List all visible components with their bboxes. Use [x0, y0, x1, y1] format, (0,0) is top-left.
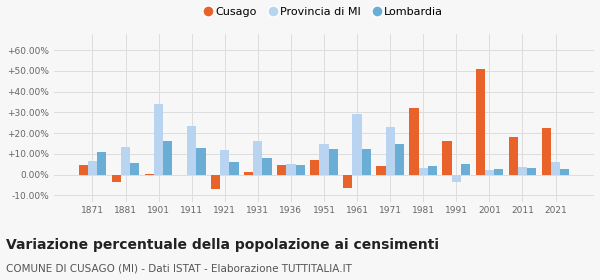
Bar [461, 164, 470, 175]
Bar [196, 148, 206, 175]
Bar [296, 165, 305, 175]
Bar [253, 141, 262, 175]
Bar [476, 69, 485, 175]
Bar [112, 175, 121, 182]
Bar [310, 160, 319, 175]
Bar [286, 164, 296, 175]
Bar [244, 172, 253, 175]
Bar [376, 166, 386, 175]
Bar [527, 168, 536, 175]
Bar [88, 161, 97, 175]
Bar [551, 162, 560, 175]
Bar [262, 158, 272, 175]
Bar [395, 144, 404, 175]
Text: Variazione percentuale della popolazione ai censimenti: Variazione percentuale della popolazione… [6, 238, 439, 252]
Bar [329, 149, 338, 175]
Bar [97, 152, 106, 175]
Bar [509, 137, 518, 175]
Bar [494, 169, 503, 175]
Bar [542, 128, 551, 175]
Bar [163, 141, 172, 175]
Bar [428, 166, 437, 175]
Bar [409, 108, 419, 175]
Bar [386, 127, 395, 175]
Bar [442, 141, 452, 175]
Bar [343, 175, 352, 188]
Bar [419, 168, 428, 175]
Bar [518, 167, 527, 175]
Bar [220, 150, 229, 175]
Bar [79, 165, 88, 175]
Bar [145, 174, 154, 175]
Bar [277, 165, 286, 175]
Bar [229, 162, 239, 175]
Bar [130, 163, 139, 175]
Bar [560, 169, 569, 175]
Text: COMUNE DI CUSAGO (MI) - Dati ISTAT - Elaborazione TUTTITALIA.IT: COMUNE DI CUSAGO (MI) - Dati ISTAT - Ela… [6, 263, 352, 273]
Bar [211, 175, 220, 189]
Bar [352, 115, 362, 175]
Bar [452, 175, 461, 182]
Bar [154, 104, 163, 175]
Bar [362, 149, 371, 175]
Bar [187, 126, 196, 175]
Bar [485, 171, 494, 175]
Bar [319, 144, 329, 175]
Bar [121, 147, 130, 175]
Legend: Cusago, Provincia di MI, Lombardia: Cusago, Provincia di MI, Lombardia [200, 2, 448, 21]
